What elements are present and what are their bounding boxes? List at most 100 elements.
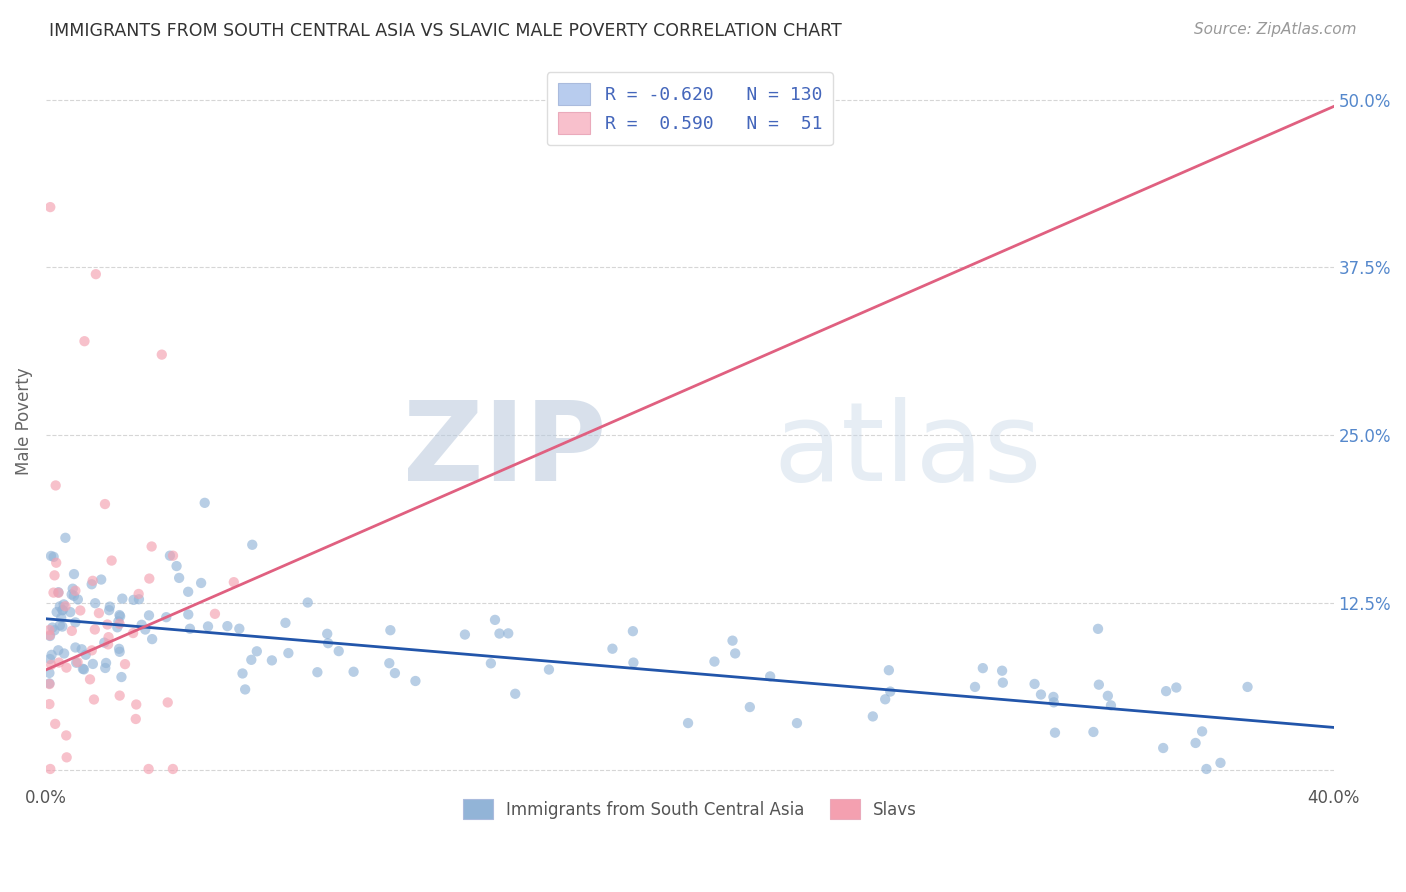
Point [277, 646, 299, 660]
Point [110, 670, 132, 684]
Point [55, 728, 77, 742]
Point [39, 762, 62, 776]
Point [759, 669, 782, 683]
Point [228, 622, 250, 636]
Point [42, 549, 65, 564]
Point [128, 587, 150, 601]
Point [84, 596, 107, 610]
Point [59, 605, 82, 619]
Point [51, 619, 73, 633]
Point [155, 610, 177, 624]
Point [1024, 677, 1046, 691]
Point [1236, 680, 1258, 694]
Point [134, 623, 156, 637]
Point [621, 624, 644, 639]
Point [96, 617, 118, 632]
Point [1097, 689, 1119, 703]
Point [69, 603, 91, 617]
Point [73, 662, 96, 676]
Point [122, 626, 145, 640]
Point [274, 615, 297, 630]
Point [80, 577, 103, 591]
Point [94, 656, 117, 670]
Point [1195, 762, 1218, 776]
Point [879, 684, 901, 698]
Point [44, 624, 66, 638]
Point [52, 598, 75, 612]
Point [82, 657, 104, 671]
Point [721, 633, 744, 648]
Point [82, 574, 104, 588]
Text: ZIP: ZIP [402, 397, 606, 504]
Point [83, 692, 105, 706]
Point [93, 635, 115, 649]
Point [94, 497, 117, 511]
Point [66, 592, 89, 607]
Point [73, 334, 96, 349]
Point [1042, 695, 1064, 709]
Point [623, 656, 645, 670]
Point [51, 603, 73, 617]
Point [52, 603, 75, 617]
Point [1209, 756, 1232, 770]
Point [39, 200, 62, 214]
Point [125, 698, 148, 712]
Point [80, 643, 103, 657]
Point [404, 673, 426, 688]
Point [62, 582, 84, 596]
Point [190, 576, 212, 591]
Point [111, 591, 134, 606]
Point [39, 657, 62, 672]
Point [70, 642, 93, 657]
Point [97, 630, 120, 644]
Point [240, 653, 263, 667]
Point [316, 627, 339, 641]
Point [1184, 736, 1206, 750]
Point [204, 607, 226, 621]
Point [233, 682, 256, 697]
Point [156, 695, 179, 709]
Point [49, 618, 72, 632]
Point [108, 645, 131, 659]
Point [63, 589, 86, 603]
Point [98, 603, 121, 617]
Point [65, 656, 87, 670]
Point [1087, 622, 1109, 636]
Point [1083, 725, 1105, 739]
Legend: Immigrants from South Central Asia, Slavs: Immigrants from South Central Asia, Slav… [456, 792, 924, 826]
Point [1029, 688, 1052, 702]
Point [141, 632, 163, 646]
Point [39, 652, 62, 666]
Point [48, 656, 70, 670]
Point [128, 592, 150, 607]
Point [197, 619, 219, 633]
Point [39, 549, 62, 563]
Point [1043, 725, 1066, 739]
Point [98, 599, 121, 614]
Point [260, 653, 283, 667]
Point [108, 641, 131, 656]
Point [45, 478, 67, 492]
Point [38, 697, 60, 711]
Point [94, 661, 117, 675]
Point [84, 267, 107, 281]
Point [724, 647, 747, 661]
Point [55, 531, 77, 545]
Point [38, 677, 60, 691]
Point [877, 663, 900, 677]
Point [1088, 678, 1111, 692]
Point [55, 750, 77, 764]
Point [479, 657, 502, 671]
Point [991, 664, 1014, 678]
Point [44, 717, 66, 731]
Point [45, 556, 67, 570]
Point [1154, 684, 1177, 698]
Point [66, 655, 89, 669]
Point [79, 673, 101, 687]
Point [738, 700, 761, 714]
Point [138, 762, 160, 776]
Point [786, 716, 808, 731]
Point [141, 540, 163, 554]
Text: Source: ZipAtlas.com: Source: ZipAtlas.com [1194, 22, 1357, 37]
Point [51, 611, 73, 625]
